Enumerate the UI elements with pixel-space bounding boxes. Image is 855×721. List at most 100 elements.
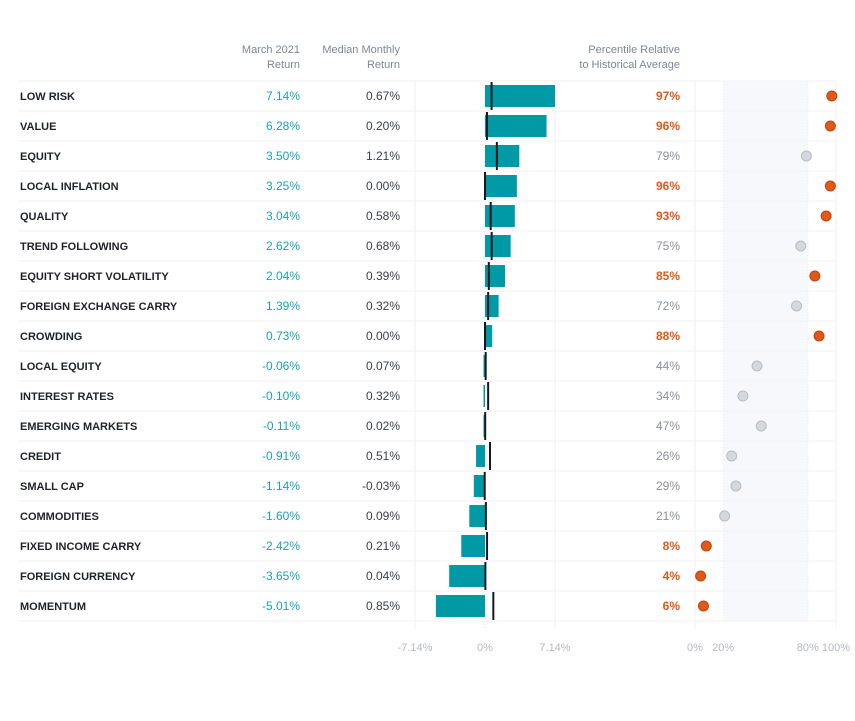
header-march-return-line2: Return xyxy=(266,59,300,71)
factor-label: EQUITY xyxy=(20,151,62,163)
percentile-value: 96% xyxy=(656,119,680,133)
percentile-dot xyxy=(800,150,812,162)
factor-label: CREDIT xyxy=(20,451,61,463)
header-percentile-line2: to Historical Average xyxy=(579,59,680,71)
factor-label: INTEREST RATES xyxy=(20,391,114,403)
median-return-value: 0.85% xyxy=(366,599,400,613)
march-return-value: -1.14% xyxy=(262,479,300,493)
percentile-dot xyxy=(700,540,712,552)
median-return-value: 0.39% xyxy=(366,269,400,283)
march-return-bar xyxy=(485,115,547,137)
percentile-value: 29% xyxy=(656,479,680,493)
percentile-dot xyxy=(791,300,803,312)
median-return-value: 0.21% xyxy=(366,539,400,553)
factor-label: EMERGING MARKETS xyxy=(20,421,137,433)
march-return-value: 0.73% xyxy=(266,329,300,343)
median-return-value: 0.00% xyxy=(366,179,400,193)
percentile-dot xyxy=(795,240,807,252)
factor-label: VALUE xyxy=(20,121,56,133)
percentile-value: 97% xyxy=(656,89,680,103)
percentile-value: 21% xyxy=(656,509,680,523)
median-return-value: 0.02% xyxy=(366,419,400,433)
percentile-value: 72% xyxy=(656,299,680,313)
percentile-value: 79% xyxy=(656,149,680,163)
march-return-bar xyxy=(485,85,555,107)
factor-label: LOW RISK xyxy=(20,91,75,103)
march-return-value: 3.25% xyxy=(266,179,300,193)
percentile-dot xyxy=(697,600,709,612)
march-return-bar xyxy=(483,385,485,407)
march-return-bar xyxy=(461,535,485,557)
march-return-value: 1.39% xyxy=(266,299,300,313)
factor-label: QUALITY xyxy=(20,211,69,223)
header-median-return-line2: Return xyxy=(366,59,400,71)
percentile-dot xyxy=(826,90,838,102)
median-return-value: -0.03% xyxy=(362,479,400,493)
factor-label: LOCAL EQUITY xyxy=(20,361,102,373)
march-return-value: -1.60% xyxy=(262,509,300,523)
percentile-dot xyxy=(824,120,836,132)
median-return-value: 0.32% xyxy=(366,389,400,403)
percentile-value: 88% xyxy=(656,329,680,343)
percentile-axis-tick: 80% xyxy=(797,642,819,654)
percentile-axis-tick: 0% xyxy=(687,642,703,654)
march-return-value: 6.28% xyxy=(266,119,300,133)
percentile-value: 4% xyxy=(663,569,681,583)
header-march-return: March 2021 Return xyxy=(200,43,300,73)
percentile-axis-tick: 20% xyxy=(712,642,734,654)
march-return-bar xyxy=(473,475,485,497)
header-median-return-line1: Median Monthly xyxy=(322,44,400,56)
percentile-value: 26% xyxy=(656,449,680,463)
march-return-value: -0.91% xyxy=(262,449,300,463)
march-return-value: -3.65% xyxy=(262,569,300,583)
march-return-bar xyxy=(485,235,511,257)
percentile-value: 85% xyxy=(656,269,680,283)
march-return-value: -0.11% xyxy=(263,419,300,433)
percentile-dot xyxy=(824,180,836,192)
march-return-value: -2.42% xyxy=(262,539,300,553)
bar-axis-tick: -7.14% xyxy=(398,642,433,654)
header-percentile-line1: Percentile Relative xyxy=(588,44,680,56)
percentile-dot xyxy=(737,390,749,402)
percentile-value: 8% xyxy=(663,539,681,553)
march-return-bar xyxy=(476,445,485,467)
march-return-bar xyxy=(485,265,505,287)
header-march-return-line1: March 2021 xyxy=(241,44,300,56)
factor-label: CROWDING xyxy=(20,331,82,343)
factor-label: FOREIGN EXCHANGE CARRY xyxy=(20,301,178,313)
percentile-dot xyxy=(809,270,821,282)
percentile-axis-tick: 100% xyxy=(822,642,850,654)
factor-label: TREND FOLLOWING xyxy=(20,241,128,253)
median-return-value: 0.58% xyxy=(366,209,400,223)
march-return-bar xyxy=(485,145,520,167)
percentile-dot xyxy=(695,570,707,582)
percentile-dot xyxy=(730,480,742,492)
header-median-return: Median Monthly Return xyxy=(290,43,400,73)
percentile-value: 44% xyxy=(656,359,680,373)
factor-label: LOCAL INFLATION xyxy=(20,181,119,193)
march-return-value: -0.10% xyxy=(262,389,300,403)
percentile-value: 34% xyxy=(656,389,680,403)
median-return-value: 1.21% xyxy=(366,149,400,163)
median-return-value: 0.32% xyxy=(366,299,400,313)
percentile-dot xyxy=(820,210,832,222)
march-return-bar xyxy=(449,565,485,587)
march-return-value: 3.50% xyxy=(266,149,300,163)
march-return-bar xyxy=(485,295,499,317)
march-return-bar xyxy=(435,595,485,617)
percentile-value: 47% xyxy=(656,419,680,433)
median-return-value: 0.20% xyxy=(366,119,400,133)
factor-label: FIXED INCOME CARRY xyxy=(20,541,142,553)
header-percentile: Percentile Relative to Historical Averag… xyxy=(530,43,680,73)
march-return-bar xyxy=(485,325,493,347)
percentile-dot xyxy=(751,360,763,372)
bar-axis-tick: 0% xyxy=(477,642,493,654)
median-return-value: 0.09% xyxy=(366,509,400,523)
median-return-value: 0.04% xyxy=(366,569,400,583)
march-return-value: -0.06% xyxy=(262,359,300,373)
factor-label: FOREIGN CURRENCY xyxy=(20,571,136,583)
percentile-value: 93% xyxy=(656,209,680,223)
percentile-value: 6% xyxy=(663,599,681,613)
median-return-value: 0.51% xyxy=(366,449,400,463)
